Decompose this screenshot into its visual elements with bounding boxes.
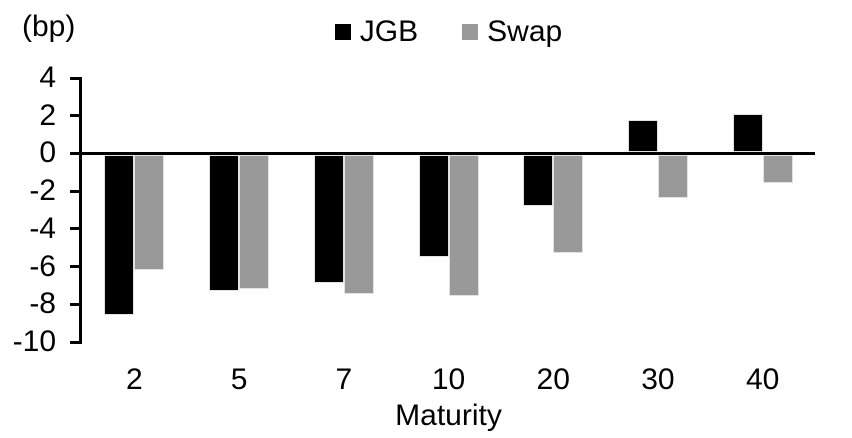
y-axis-tick [70,114,79,118]
y-axis-tick-label: -10 [12,325,56,358]
bar-swap-10 [448,154,479,297]
bar-jgb-10 [418,154,449,257]
legend-item-swap: Swap [462,16,562,48]
bar-swap-2 [134,154,165,270]
y-axis-tick-label: -8 [29,287,56,321]
y-axis-tick-label: 2 [39,98,56,132]
y-axis-tick-label: -4 [29,211,56,245]
bar-swap-7 [343,154,374,295]
y-axis-tick [70,227,79,231]
x-tick-label-40: 40 [745,363,780,396]
y-axis-line [79,76,82,344]
y-axis-tick-label: -6 [29,249,56,283]
y-axis-tick [70,265,79,269]
legend-item-jgb: JGB [334,15,419,48]
y-axis-tick [70,340,79,344]
x-tick-label-20: 20 [536,363,570,396]
x-axis-title: Maturity [395,399,502,432]
bar-jgb-7 [313,154,344,284]
y-axis-tick [70,302,79,306]
x-axis-zero-line [79,151,815,155]
y-axis-tick-label: -2 [29,174,56,208]
y-axis-tick [70,189,79,193]
swap-legend-swatch-icon [462,24,479,40]
y-axis-tick [70,151,79,155]
y-axis-unit-label: (bp) [22,10,76,43]
bar-swap-40 [762,154,793,184]
jgb-legend-swatch-icon [334,24,351,40]
x-tick-label-2: 2 [126,363,143,396]
bar-jgb-20 [523,154,554,206]
x-tick-label-30: 30 [641,363,675,396]
y-axis-tick-label: 4 [39,61,56,94]
bar-swap-30 [657,154,688,199]
bar-jgb-5 [209,154,240,291]
bar-jgb-30 [627,119,658,152]
x-tick-label-5: 5 [230,363,248,396]
bar-jgb-40 [732,114,763,152]
y-axis-tick-label: 0 [39,136,56,170]
y-axis-tick [70,76,79,80]
bar-swap-5 [239,154,270,289]
bar-jgb-2 [104,154,135,316]
x-tick-label-10: 10 [431,363,466,396]
legend-label-jgb: JGB [359,15,419,48]
legend-label-swap: Swap [487,15,563,48]
x-tick-label-7: 7 [335,363,353,396]
bar-swap-20 [553,154,584,253]
legend: JGB Swap [82,16,815,48]
